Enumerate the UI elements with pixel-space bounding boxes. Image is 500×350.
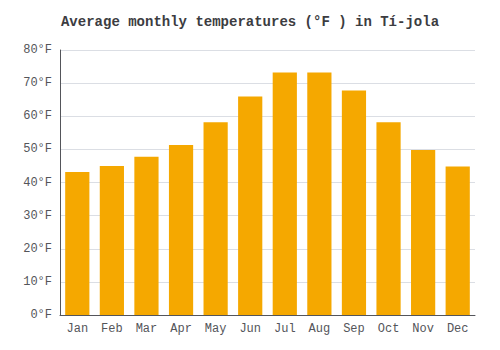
- svg-text:70°F: 70°F: [23, 76, 52, 90]
- svg-text:Sep: Sep: [343, 322, 365, 336]
- svg-text:Nov: Nov: [412, 322, 434, 336]
- svg-text:10°F: 10°F: [23, 275, 52, 289]
- svg-text:Oct: Oct: [378, 322, 400, 336]
- svg-text:20°F: 20°F: [23, 242, 52, 256]
- svg-text:Aug: Aug: [309, 322, 331, 336]
- svg-text:Jan: Jan: [66, 322, 88, 336]
- svg-text:0°F: 0°F: [30, 308, 52, 322]
- svg-text:Average monthly temperatures (: Average monthly temperatures (°F ) in Tí…: [61, 14, 440, 30]
- svg-text:Jun: Jun: [239, 322, 261, 336]
- svg-text:Dec: Dec: [447, 322, 469, 336]
- svg-text:Mar: Mar: [136, 322, 158, 336]
- svg-text:May: May: [205, 322, 227, 336]
- svg-text:Apr: Apr: [170, 322, 192, 336]
- svg-text:30°F: 30°F: [23, 209, 52, 223]
- svg-text:Feb: Feb: [101, 322, 123, 336]
- svg-text:50°F: 50°F: [23, 142, 52, 156]
- svg-text:60°F: 60°F: [23, 109, 52, 123]
- svg-text:Jul: Jul: [274, 322, 296, 336]
- svg-text:40°F: 40°F: [23, 176, 52, 190]
- svg-text:80°F: 80°F: [23, 43, 52, 57]
